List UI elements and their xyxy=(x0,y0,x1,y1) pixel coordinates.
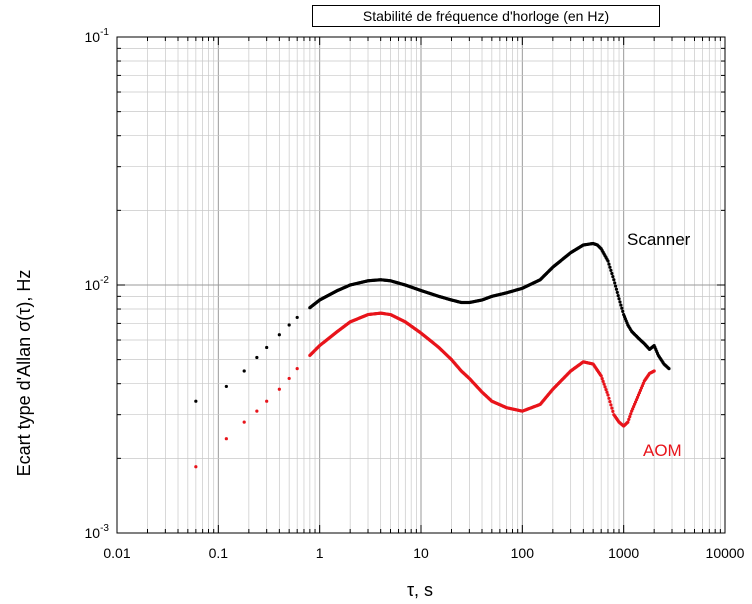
x-tick-label: 10000 xyxy=(706,545,745,561)
data-point xyxy=(613,284,618,288)
data-point xyxy=(265,345,269,350)
data-point xyxy=(602,382,606,386)
axis-ticks xyxy=(116,37,725,534)
series-scanner xyxy=(194,241,671,403)
data-point xyxy=(610,271,614,276)
grid-lines xyxy=(117,37,725,533)
data-point xyxy=(617,297,621,301)
x-tick-label: 0.1 xyxy=(209,545,229,561)
data-point xyxy=(619,303,623,307)
y-tick-label: 10-3 xyxy=(85,523,110,541)
data-point xyxy=(255,355,259,360)
y-tick-label: 10-2 xyxy=(85,275,110,293)
y-axis-label: Ecart type d'Allan σ(τ), Hz xyxy=(14,270,34,477)
data-point xyxy=(618,300,622,304)
data-point xyxy=(255,409,259,413)
data-point xyxy=(287,376,291,381)
y-tick-label: 10-1 xyxy=(85,27,110,45)
data-point xyxy=(609,268,613,272)
data-point xyxy=(608,399,612,404)
data-point xyxy=(242,420,246,424)
data-point xyxy=(265,399,269,403)
data-point xyxy=(604,387,608,392)
data-point xyxy=(616,293,620,298)
y-tick-labels: 10-3 10-2 10-1 xyxy=(85,27,110,541)
data-point xyxy=(620,306,624,310)
data-point xyxy=(614,287,619,291)
data-point xyxy=(600,377,604,381)
data-point xyxy=(606,393,610,397)
data-point xyxy=(611,409,615,414)
x-tick-label: 100 xyxy=(511,545,535,561)
data-point xyxy=(628,415,632,419)
chart-title: Stabilité de fréquence d'horloge (en Hz) xyxy=(312,5,660,27)
x-tick-labels: 0.01 0.1 1 10 100 1000 10000 xyxy=(103,545,744,561)
data-point xyxy=(667,367,671,371)
data-point xyxy=(612,278,616,282)
data-point xyxy=(607,396,611,400)
data-point xyxy=(295,367,299,371)
x-tick-label: 1000 xyxy=(608,545,639,561)
data-point xyxy=(599,374,603,378)
data-point xyxy=(277,333,281,337)
data-point xyxy=(607,262,611,266)
x-tick-label: 10 xyxy=(413,545,429,561)
data-point xyxy=(601,379,605,383)
data-point xyxy=(652,369,656,373)
data-point xyxy=(627,417,631,421)
data-point xyxy=(611,275,615,279)
data-point xyxy=(295,315,299,320)
data-point xyxy=(194,465,198,469)
data-point xyxy=(277,387,281,391)
series-label-aom: AOM xyxy=(643,441,682,460)
data-point xyxy=(606,259,610,263)
series-label-scanner: Scanner xyxy=(627,230,691,249)
x-axis-label: τ, s xyxy=(407,580,433,600)
x-tick-label: 0.01 xyxy=(103,545,130,561)
data-point xyxy=(224,437,228,441)
x-tick-label: 1 xyxy=(316,545,324,561)
data-point xyxy=(287,323,291,327)
series-layer xyxy=(194,241,671,469)
data-point xyxy=(242,369,246,373)
data-point xyxy=(613,281,617,285)
data-point xyxy=(615,290,619,295)
data-point xyxy=(610,406,614,410)
series-aom xyxy=(194,311,656,469)
data-point xyxy=(224,384,228,389)
data-point xyxy=(194,399,198,403)
data-point xyxy=(603,385,607,389)
data-point xyxy=(626,420,630,424)
data-point xyxy=(629,412,633,416)
data-point xyxy=(608,265,612,269)
data-point xyxy=(621,309,625,314)
data-point xyxy=(605,390,609,394)
data-point xyxy=(609,403,613,407)
